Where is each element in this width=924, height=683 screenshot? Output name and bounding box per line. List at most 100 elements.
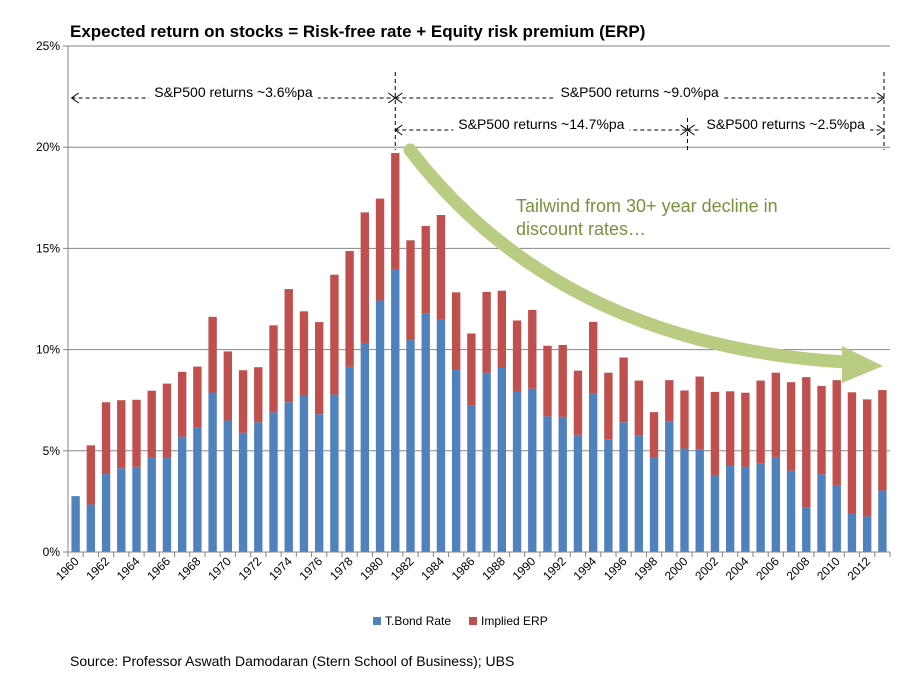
tailwind-text-line-1: Tailwind from 30+ year decline in — [516, 196, 778, 216]
bar-tbond-rate — [786, 470, 796, 552]
bar-implied-erp — [299, 311, 309, 395]
bar-implied-erp — [558, 344, 567, 417]
range-arrowhead-right — [876, 92, 885, 104]
bar-implied-erp — [208, 316, 217, 393]
bar-implied-erp — [619, 357, 628, 423]
x-tick-label: 1976 — [297, 554, 326, 583]
x-tick-label: 1966 — [144, 554, 173, 583]
bar-tbond-rate — [375, 300, 385, 552]
x-tick-label: 1978 — [327, 554, 356, 583]
x-tick-label: 1994 — [571, 554, 600, 583]
bar-tbond-rate — [588, 393, 598, 552]
range-label-bg — [555, 86, 725, 100]
bar-tbond-rate — [619, 422, 628, 552]
bar-implied-erp — [406, 240, 415, 341]
bar-tbond-rate — [345, 366, 354, 552]
legend-label-tbond: T.Bond Rate — [385, 614, 451, 628]
range-label-bg — [701, 118, 871, 132]
tailwind-arrowhead — [842, 346, 883, 383]
tailwind-text-line-2: discount rates… — [516, 219, 646, 239]
x-axis-ticks: 1960 1962 1964 1966 1968 1970 1972 1974 1976 1978… — [53, 552, 891, 583]
x-tick-label: 1990 — [510, 554, 539, 583]
bar-implied-erp — [117, 400, 126, 469]
bar-implied-erp — [528, 309, 537, 389]
x-tick-label: 1970 — [205, 554, 234, 583]
range-label-bg — [453, 118, 630, 132]
y-tick-label: 5% — [43, 444, 61, 458]
bar-implied-erp — [878, 390, 887, 491]
x-tick-label: 1972 — [236, 554, 265, 583]
bar-tbond-rate — [847, 513, 857, 552]
y-axis-ticks: 0% 5% 10% 15% 20% 25% — [36, 39, 68, 559]
bar-tbond-rate — [771, 456, 781, 552]
bar-implied-erp — [710, 391, 720, 475]
bar-tbond-rate — [238, 432, 248, 552]
bar-implied-erp — [741, 392, 750, 467]
bar-implied-erp — [649, 412, 659, 458]
bar-tbond-rate — [208, 392, 217, 552]
y-tick-label: 25% — [36, 39, 60, 53]
bar-tbond-rate — [284, 402, 293, 552]
bar-implied-erp — [391, 153, 400, 270]
bar-tbond-rate — [512, 391, 522, 552]
bar-tbond-rate — [162, 458, 172, 552]
bar-tbond-rate — [117, 468, 126, 552]
bar-tbond-rate — [710, 474, 720, 552]
y-tick-label: 10% — [36, 343, 60, 357]
range-annotations: S&P500 returns ~3.6%pa S&P500 returns ~9.… — [70, 72, 885, 150]
bar-implied-erp — [634, 380, 644, 436]
range-arrowhead-left — [70, 92, 79, 104]
range-label-bg — [149, 86, 318, 100]
x-tick-label: 2008 — [784, 554, 813, 583]
bar-tbond-rate — [391, 269, 400, 552]
x-tick-label: 2000 — [662, 554, 691, 583]
bar-tbond-rate — [269, 412, 278, 552]
bar-tbond-rate — [360, 342, 370, 552]
bar-tbond-rate — [482, 372, 491, 552]
x-tick-label: 1962 — [83, 554, 112, 583]
range-annotation: S&P500 returns ~14.7%pa — [394, 116, 689, 136]
bar-tbond-rate — [756, 463, 765, 552]
x-tick-label: 1980 — [357, 554, 386, 583]
bars — [71, 153, 887, 552]
bar-implied-erp — [223, 351, 233, 421]
bar-implied-erp — [680, 390, 689, 449]
bar-implied-erp — [512, 320, 522, 392]
bar-tbond-rate — [741, 466, 750, 552]
bar-tbond-rate — [330, 394, 339, 552]
bar-implied-erp — [756, 380, 765, 464]
bar-tbond-rate — [695, 449, 704, 552]
bar-tbond-rate — [254, 422, 263, 552]
y-tick-label: 20% — [36, 140, 60, 154]
bar-tbond-rate — [86, 504, 96, 552]
bar-implied-erp — [725, 391, 735, 466]
range-arrowhead-left — [686, 124, 695, 136]
bar-implied-erp — [314, 322, 324, 415]
chart-title: Expected return on stocks = Risk-free ra… — [70, 22, 645, 41]
bar-implied-erp — [132, 399, 141, 467]
bar-implied-erp — [817, 386, 826, 475]
bar-implied-erp — [330, 274, 339, 395]
bar-tbond-rate — [314, 414, 324, 552]
bar-tbond-rate — [817, 474, 826, 552]
bar-tbond-rate — [665, 421, 674, 552]
bar-implied-erp — [436, 215, 446, 320]
x-tick-label: 1984 — [418, 554, 447, 583]
bar-implied-erp — [695, 376, 704, 450]
bar-implied-erp — [238, 370, 248, 433]
bar-implied-erp — [467, 333, 476, 406]
bar-tbond-rate — [101, 474, 111, 552]
bar-implied-erp — [665, 380, 674, 422]
bar-implied-erp — [847, 392, 857, 514]
bar-implied-erp — [451, 292, 461, 371]
bar-tbond-rate — [832, 485, 841, 552]
source-note: Source: Professor Aswath Damodaran (Ster… — [70, 653, 514, 669]
bar-implied-erp — [771, 372, 781, 457]
bar-tbond-rate — [497, 367, 507, 552]
bar-implied-erp — [86, 445, 96, 505]
bar-implied-erp — [862, 399, 872, 517]
bar-implied-erp — [254, 367, 263, 423]
bar-tbond-rate — [649, 457, 659, 552]
bar-tbond-rate — [725, 465, 735, 552]
bar-tbond-rate — [177, 436, 187, 552]
